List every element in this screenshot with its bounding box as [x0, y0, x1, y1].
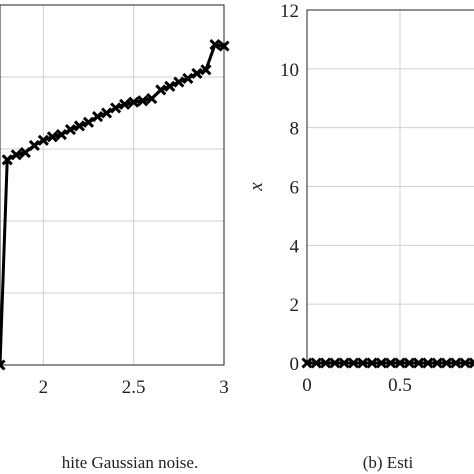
- data-marker: [413, 357, 425, 369]
- data-marker: [37, 134, 49, 146]
- y-tick-label: 10: [280, 60, 299, 81]
- data-marker: [191, 67, 203, 79]
- data-marker: [394, 357, 406, 369]
- data-marker: [403, 357, 415, 369]
- data-marker: [64, 123, 77, 136]
- y-tick-label: 8: [290, 119, 300, 140]
- data-marker: [82, 116, 95, 128]
- data-marker: [366, 357, 378, 369]
- y-tick-label: 4: [290, 236, 300, 257]
- data-marker: [46, 131, 58, 143]
- data-marker: [173, 76, 185, 88]
- data-marker: [128, 96, 140, 108]
- data-marker: [164, 80, 176, 92]
- data-marker: [347, 357, 360, 369]
- data-marker: [182, 72, 194, 85]
- caption: (b) Esti: [363, 453, 414, 472]
- data-marker: [422, 357, 434, 369]
- data-marker: [450, 357, 462, 369]
- data-marker: [440, 357, 453, 369]
- x-tick-label: 0: [302, 375, 312, 396]
- data-marker: [218, 40, 230, 52]
- data-marker: [301, 357, 313, 369]
- data-marker: [1, 154, 13, 166]
- data-marker: [375, 357, 387, 369]
- data-marker: [10, 149, 22, 161]
- x-tick-label: 0.5: [388, 375, 412, 396]
- data-marker: [329, 357, 341, 369]
- plot: 00.51024681012x(b) Esti: [246, 1, 474, 472]
- plot: 22.53012345hite Gaussian noise.: [0, 4, 230, 472]
- data-marker: [459, 357, 471, 369]
- data-line: [0, 42, 225, 366]
- data-marker: [155, 84, 167, 96]
- x-tick-label: 2.5: [122, 377, 146, 398]
- data-marker: [320, 357, 332, 369]
- y-tick-label: 12: [280, 1, 299, 22]
- data-marker: [19, 147, 31, 159]
- data-marker: [73, 120, 86, 132]
- data-marker: [110, 102, 122, 114]
- data-marker: [146, 93, 158, 105]
- y-axis-label: x: [246, 182, 267, 192]
- x-tick-label: 2: [39, 377, 49, 398]
- data-marker: [91, 111, 104, 123]
- data-marker: [431, 357, 443, 369]
- data-marker: [200, 64, 212, 76]
- data-marker: [338, 357, 350, 369]
- data-marker: [209, 39, 221, 51]
- data-marker: [137, 95, 149, 107]
- y-tick-label: 0: [290, 354, 300, 375]
- axes-box: [0, 4, 225, 366]
- caption: hite Gaussian noise.: [62, 453, 198, 472]
- data-marker: [101, 107, 113, 119]
- data-marker: [119, 98, 131, 110]
- data-marker: [468, 357, 474, 369]
- data-marker: [310, 357, 322, 369]
- y-tick-label: 6: [290, 178, 300, 199]
- x-tick-label: 3: [219, 377, 229, 398]
- data-marker: [55, 129, 67, 141]
- data-marker: [28, 139, 40, 151]
- data-marker: [385, 357, 397, 369]
- y-tick-label: 2: [290, 295, 300, 316]
- data-marker: [0, 359, 6, 371]
- data-marker: [357, 357, 369, 369]
